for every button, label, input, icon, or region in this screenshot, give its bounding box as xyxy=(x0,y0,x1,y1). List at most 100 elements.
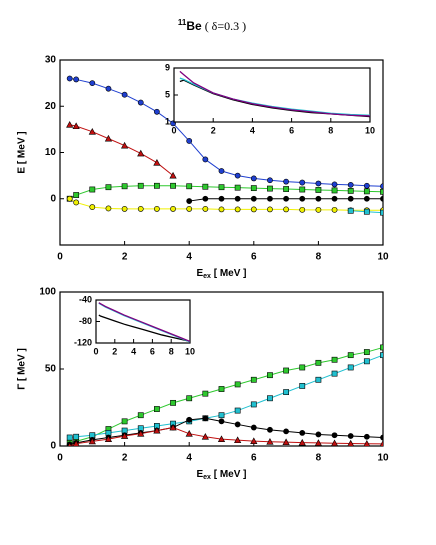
y-tick-label: 0 xyxy=(50,193,56,204)
marker xyxy=(201,433,209,440)
series-group xyxy=(179,70,370,118)
marker xyxy=(331,195,338,202)
x-tick-label: 10 xyxy=(185,346,195,356)
marker xyxy=(202,390,209,397)
marker xyxy=(234,172,241,179)
marker xyxy=(202,195,209,202)
x-tick-label: 8 xyxy=(316,453,322,464)
marker xyxy=(363,433,370,440)
x-tick-label: 10 xyxy=(377,252,389,263)
marker xyxy=(283,389,289,395)
series-group xyxy=(66,75,383,216)
marker xyxy=(169,423,177,431)
marker xyxy=(234,184,241,191)
x-tick-label: 4 xyxy=(250,125,255,135)
x-label-main: E xyxy=(196,268,203,279)
marker xyxy=(72,122,80,130)
x-tick-label: 0 xyxy=(93,346,98,356)
marker xyxy=(266,437,274,445)
x-axis-label: Eex [ MeV ] xyxy=(196,469,246,481)
marker xyxy=(347,195,354,202)
marker xyxy=(120,432,129,439)
marker xyxy=(347,187,354,194)
series-group xyxy=(66,344,383,446)
marker xyxy=(186,198,193,204)
marker xyxy=(299,179,306,186)
marker xyxy=(250,195,257,202)
marker xyxy=(299,430,306,436)
marker xyxy=(234,195,241,202)
marker xyxy=(363,188,370,195)
marker xyxy=(380,195,383,202)
marker xyxy=(283,206,289,213)
marker xyxy=(267,426,273,433)
series-group xyxy=(98,302,190,343)
marker xyxy=(267,372,273,379)
marker xyxy=(218,184,225,191)
y-tick-label: 10 xyxy=(45,147,57,158)
marker xyxy=(169,171,177,179)
marker xyxy=(105,85,112,92)
y-tick-label: 50 xyxy=(45,364,57,375)
x-tick-label: 0 xyxy=(57,252,63,263)
x-tick-label: 6 xyxy=(150,346,155,356)
marker xyxy=(267,195,273,202)
marker xyxy=(153,206,160,212)
marker xyxy=(202,183,209,190)
marker xyxy=(267,206,273,213)
marker xyxy=(380,209,383,216)
marker xyxy=(202,206,209,212)
marker xyxy=(267,395,273,402)
series-line xyxy=(98,314,190,343)
marker xyxy=(88,127,96,135)
marker xyxy=(380,434,383,441)
marker xyxy=(250,437,258,444)
x-label-rest: [ MeV ] xyxy=(211,268,247,279)
marker xyxy=(186,206,193,212)
marker xyxy=(299,195,306,202)
x-label-main: E xyxy=(196,469,203,480)
x-tick-label: 4 xyxy=(131,346,136,356)
marker xyxy=(347,207,354,214)
marker xyxy=(105,184,112,191)
marker xyxy=(153,108,160,115)
x-tick-label: 2 xyxy=(122,453,128,464)
marker xyxy=(363,439,371,446)
series-line xyxy=(179,70,370,117)
marker xyxy=(299,364,306,371)
y-tick-label: 100 xyxy=(39,287,56,298)
x-tick-label: 4 xyxy=(186,252,192,263)
marker xyxy=(73,433,80,440)
marker xyxy=(250,206,257,213)
marker xyxy=(363,358,370,365)
marker xyxy=(218,168,225,174)
y-tick-label: 30 xyxy=(45,55,57,66)
marker xyxy=(105,205,112,212)
marker xyxy=(315,431,322,438)
marker xyxy=(347,352,354,359)
marker xyxy=(137,182,144,189)
x-label-rest: [ MeV ] xyxy=(211,469,247,480)
marker xyxy=(250,175,257,182)
marker xyxy=(283,178,289,185)
figure-title: 11Be ( δ=0.3 ) xyxy=(178,18,246,33)
marker xyxy=(299,383,306,389)
marker xyxy=(66,75,73,82)
marker xyxy=(121,418,128,425)
marker xyxy=(331,370,338,377)
marker xyxy=(347,364,354,371)
marker xyxy=(121,183,128,190)
marker xyxy=(153,158,161,166)
x-tick-label: 6 xyxy=(251,453,257,464)
y-tick-label: -80 xyxy=(79,316,92,326)
x-tick-label: 2 xyxy=(211,125,216,135)
marker xyxy=(186,416,193,423)
marker xyxy=(202,156,209,163)
x-tick-label: 4 xyxy=(186,453,192,464)
plot-frame xyxy=(173,67,371,123)
marker xyxy=(153,426,161,434)
y-tick-label: 0 xyxy=(50,441,56,452)
marker xyxy=(315,359,322,366)
title-rest: ( δ=0.3 ) xyxy=(202,19,246,33)
marker xyxy=(331,187,338,194)
